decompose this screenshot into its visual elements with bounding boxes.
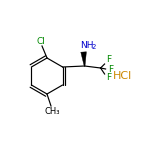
- Text: 2: 2: [91, 44, 96, 50]
- Text: CH₃: CH₃: [44, 107, 60, 116]
- Text: F: F: [106, 55, 111, 64]
- Text: Cl: Cl: [37, 36, 45, 45]
- Text: F: F: [108, 64, 113, 74]
- Text: HCl: HCl: [112, 71, 132, 81]
- Text: F: F: [106, 74, 111, 83]
- Polygon shape: [81, 52, 86, 66]
- Text: NH: NH: [80, 40, 93, 50]
